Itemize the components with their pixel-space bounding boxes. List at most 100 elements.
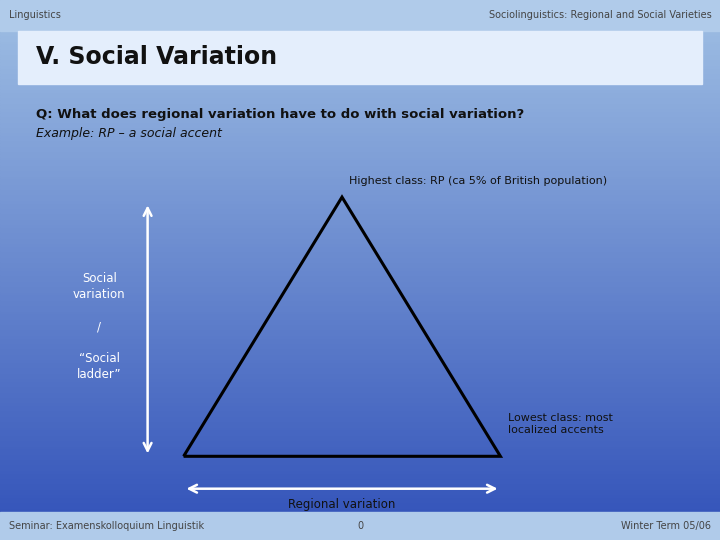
- Bar: [0, 529, 720, 532]
- Bar: [0, 76, 720, 78]
- Bar: [0, 343, 720, 346]
- Bar: [0, 324, 720, 327]
- Bar: [0, 157, 720, 159]
- Bar: [0, 478, 720, 481]
- Bar: [0, 211, 720, 213]
- Bar: [0, 373, 720, 375]
- Bar: [0, 500, 720, 502]
- Text: Seminar: Examenskolloquium Linguistik: Seminar: Examenskolloquium Linguistik: [9, 521, 204, 531]
- Bar: [0, 35, 720, 38]
- Bar: [0, 92, 720, 94]
- Bar: [0, 205, 720, 208]
- Bar: [0, 62, 720, 65]
- Bar: [0, 356, 720, 359]
- Bar: [0, 100, 720, 103]
- Bar: [0, 310, 720, 313]
- Bar: [0, 429, 720, 432]
- Bar: [0, 194, 720, 197]
- Bar: [0, 289, 720, 292]
- Bar: [0, 181, 720, 184]
- Bar: [0, 267, 720, 270]
- Bar: [0, 221, 720, 224]
- Bar: [0, 273, 720, 275]
- Text: Winter Term 05/06: Winter Term 05/06: [621, 521, 711, 531]
- Bar: [0, 416, 720, 418]
- Bar: [0, 472, 720, 475]
- Bar: [0, 213, 720, 216]
- Bar: [0, 108, 720, 111]
- Bar: [0, 278, 720, 281]
- Bar: [0, 286, 720, 289]
- Bar: [0, 297, 720, 300]
- Bar: [0, 227, 720, 229]
- Bar: [0, 300, 720, 302]
- Bar: [0, 370, 720, 373]
- Bar: [0, 497, 720, 500]
- Bar: [0, 49, 720, 51]
- Bar: [0, 270, 720, 273]
- Bar: [0, 70, 720, 73]
- Bar: [0, 340, 720, 343]
- Bar: [0, 0, 720, 31]
- Bar: [0, 51, 720, 54]
- Bar: [0, 32, 720, 35]
- Bar: [0, 184, 720, 186]
- Bar: [0, 73, 720, 76]
- Bar: [0, 197, 720, 200]
- Bar: [0, 427, 720, 429]
- Bar: [0, 38, 720, 40]
- Bar: [0, 308, 720, 310]
- Bar: [0, 154, 720, 157]
- Bar: [0, 135, 720, 138]
- Bar: [0, 364, 720, 367]
- Bar: [0, 284, 720, 286]
- Bar: [0, 8, 720, 11]
- Bar: [0, 140, 720, 143]
- Bar: [0, 462, 720, 464]
- Bar: [0, 467, 720, 470]
- Bar: [0, 491, 720, 494]
- Bar: [0, 489, 720, 491]
- Text: V. Social Variation: V. Social Variation: [36, 45, 277, 69]
- Bar: [0, 159, 720, 162]
- Bar: [0, 321, 720, 324]
- Bar: [0, 437, 720, 440]
- Bar: [0, 14, 720, 16]
- Bar: [0, 176, 720, 178]
- Bar: [0, 486, 720, 489]
- Bar: [0, 202, 720, 205]
- Bar: [0, 11, 720, 14]
- Bar: [0, 65, 720, 68]
- Text: Regional variation: Regional variation: [288, 498, 396, 511]
- Bar: [0, 402, 720, 405]
- Bar: [0, 232, 720, 235]
- Bar: [0, 494, 720, 497]
- Bar: [0, 81, 720, 84]
- Bar: [0, 84, 720, 86]
- Bar: [0, 243, 720, 246]
- Bar: [0, 192, 720, 194]
- Bar: [0, 256, 720, 259]
- Bar: [0, 86, 720, 89]
- Bar: [0, 319, 720, 321]
- Bar: [0, 532, 720, 535]
- Bar: [0, 421, 720, 424]
- Bar: [0, 375, 720, 378]
- Text: Sociolinguistics: Regional and Social Varieties: Sociolinguistics: Regional and Social Va…: [489, 10, 711, 21]
- Bar: [0, 392, 720, 394]
- Bar: [0, 526, 720, 529]
- Bar: [0, 440, 720, 443]
- Bar: [0, 464, 720, 467]
- Bar: [0, 30, 720, 32]
- Bar: [0, 189, 720, 192]
- Bar: [0, 259, 720, 262]
- Bar: [0, 57, 720, 59]
- Bar: [0, 432, 720, 435]
- Bar: [0, 410, 720, 413]
- Bar: [0, 516, 720, 518]
- Bar: [0, 265, 720, 267]
- Bar: [0, 456, 720, 459]
- Bar: [0, 405, 720, 408]
- Text: Q: What does regional variation have to do with social variation?: Q: What does regional variation have to …: [36, 108, 524, 121]
- Bar: [0, 316, 720, 319]
